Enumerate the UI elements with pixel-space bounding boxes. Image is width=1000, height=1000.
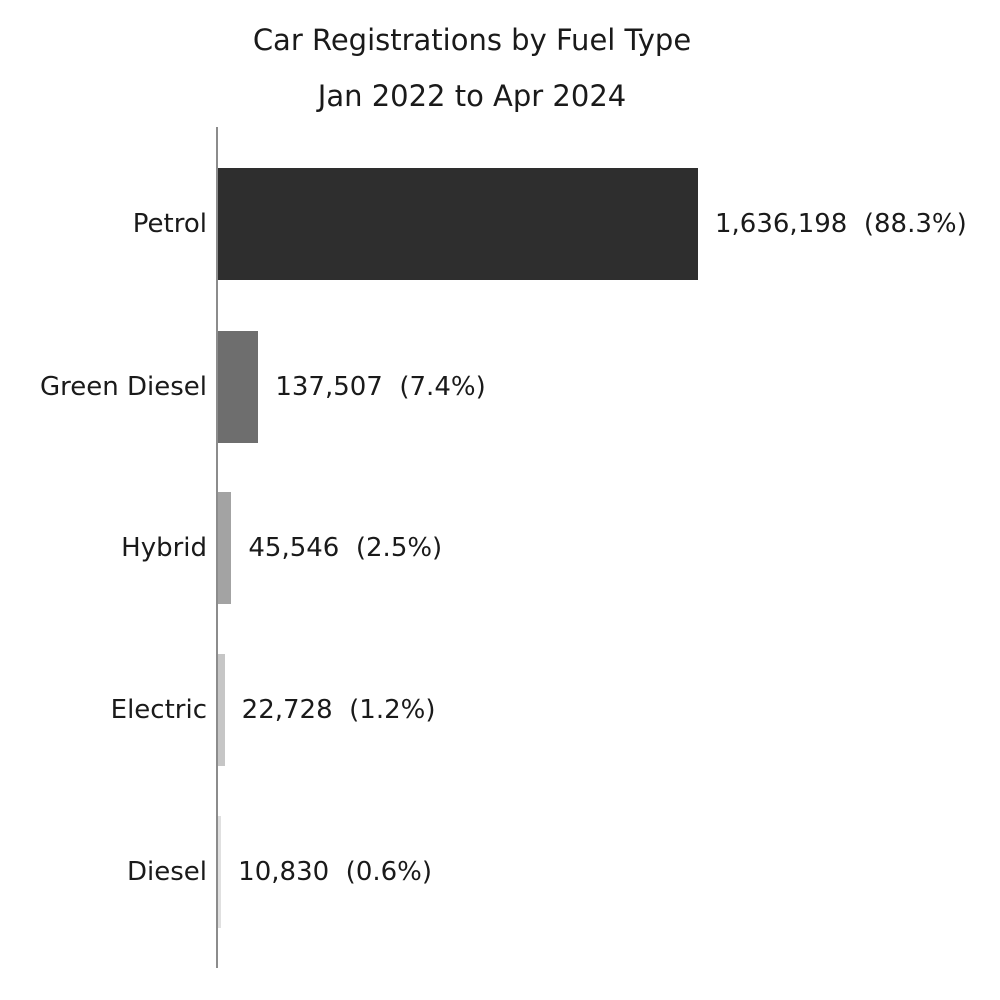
category-label-hybrid: Hybrid	[121, 533, 207, 563]
bar-hybrid	[218, 492, 232, 604]
value-label-green-diesel: 137,507 (7.4%)	[275, 372, 486, 402]
category-label-green-diesel: Green Diesel	[39, 372, 207, 402]
value-label-petrol: 1,636,198 (88.3%)	[715, 209, 967, 239]
category-label-electric: Electric	[110, 695, 207, 725]
chart-subtitle: Jan 2022 to Apr 2024	[317, 79, 627, 113]
value-label-diesel: 10,830 (0.6%)	[238, 857, 433, 887]
category-label-diesel: Diesel	[126, 857, 207, 887]
category-label-petrol: Petrol	[132, 209, 207, 239]
bar-electric	[218, 654, 225, 766]
value-label-electric: 22,728 (1.2%)	[241, 695, 436, 725]
chart-title: Car Registrations by Fuel Type	[252, 23, 692, 57]
bar-petrol	[218, 168, 698, 280]
bar-green-diesel	[218, 331, 259, 443]
bar-diesel	[218, 816, 222, 928]
y-axis-line	[216, 127, 218, 968]
value-label-hybrid: 45,546 (2.5%)	[248, 533, 443, 563]
